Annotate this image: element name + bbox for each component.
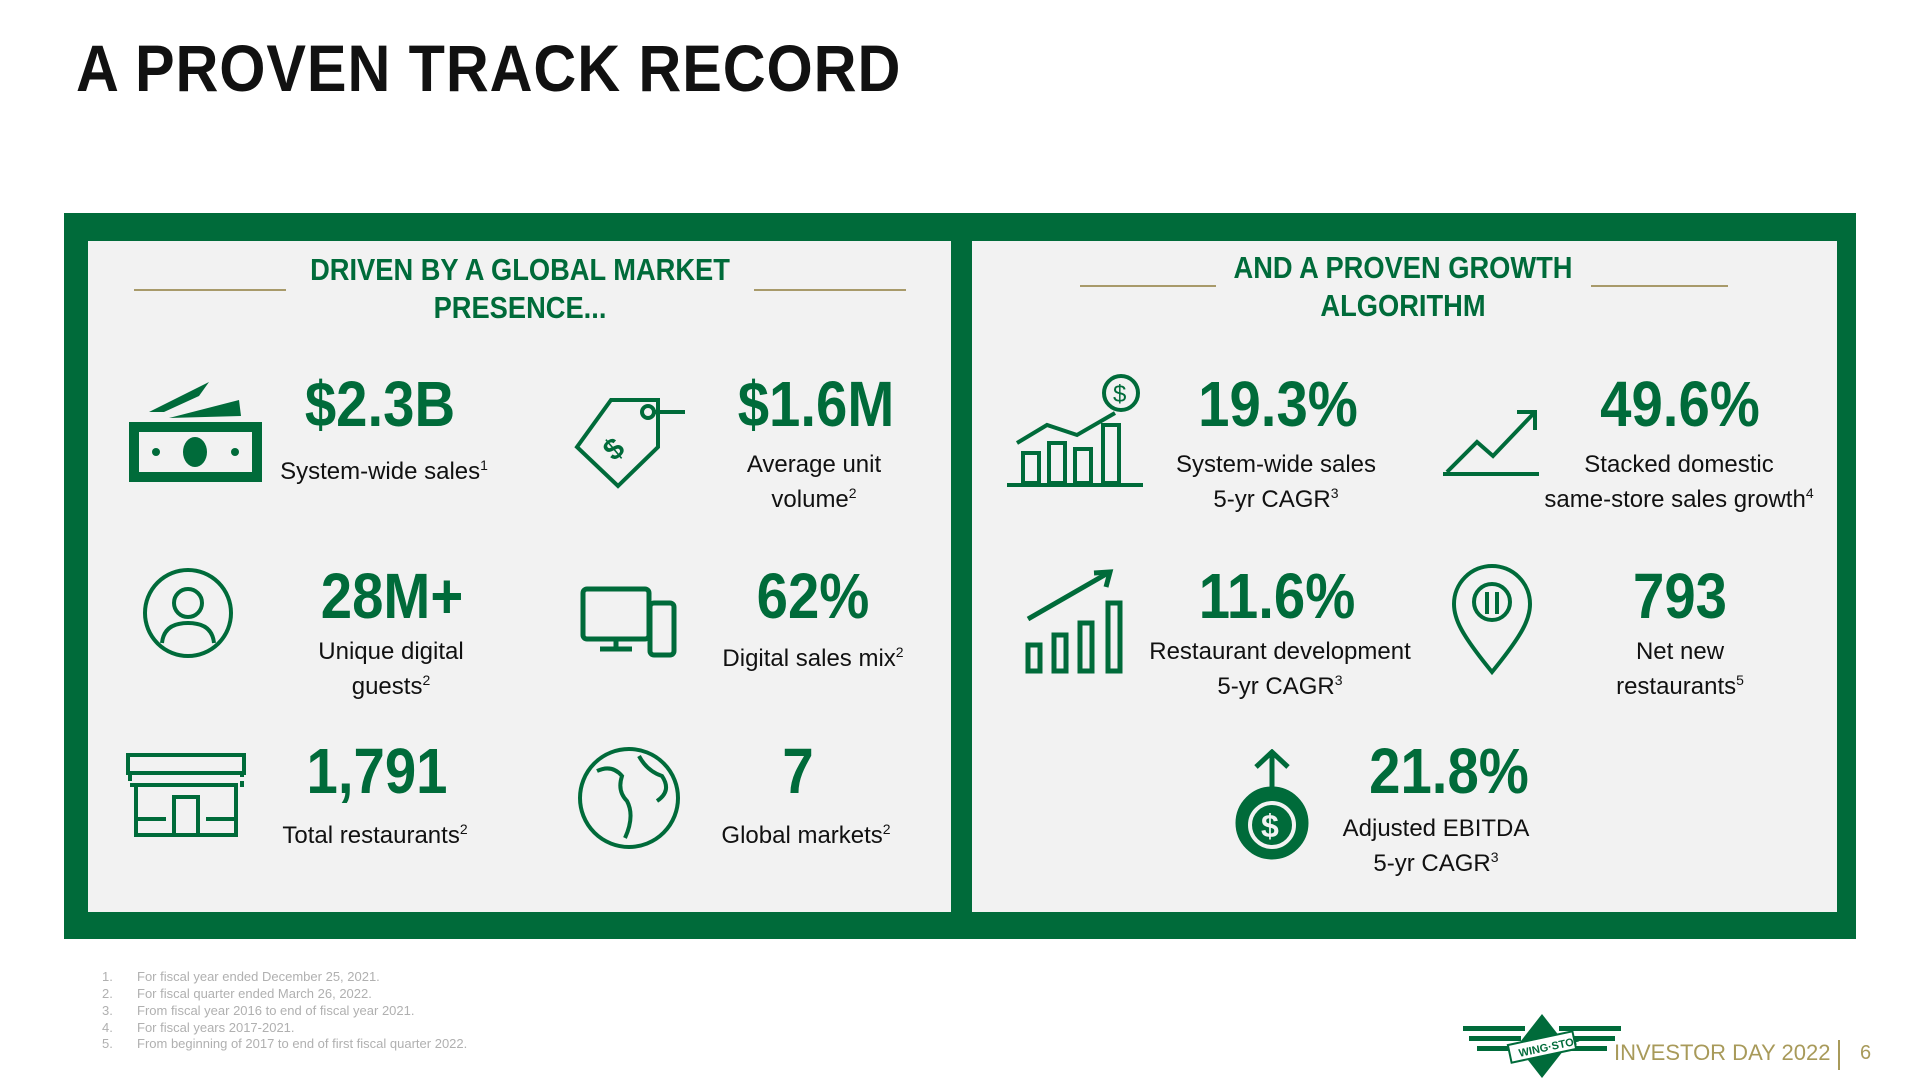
heading-line: PRESENCE... (433, 290, 607, 325)
right-panel (972, 241, 1837, 912)
left-heading: DRIVEN BY A GLOBAL MARKET PRESENCE... (310, 251, 730, 327)
stat-value: 7 (782, 735, 814, 807)
price-tag-icon: $ (574, 398, 685, 489)
stat-value: 21.8% (1369, 735, 1529, 807)
footnote: 4. For fiscal years 2017-2021. (102, 1020, 295, 1035)
money-icon (129, 382, 262, 482)
footnote: 2. For fiscal quarter ended March 26, 202… (102, 986, 372, 1001)
svg-text:$: $ (1261, 808, 1279, 844)
heading-line: ALGORITHM (1320, 288, 1486, 323)
page-number: 6 (1860, 1042, 1872, 1064)
heading-rule (1080, 285, 1216, 287)
stat-label: Unique digital guests2 (318, 638, 464, 700)
footer-divider (1838, 1040, 1840, 1070)
stat-label: Restaurant development 5-yr CAGR3 (1149, 638, 1411, 700)
wingstop-logo: WING·STOP (1463, 1014, 1621, 1078)
user-icon (143, 568, 233, 658)
heading-line: AND A PROVEN GROWTH (1233, 250, 1573, 285)
stat-label: Digital sales mix2 (722, 644, 904, 672)
bar-chart-icon (1025, 569, 1123, 674)
footnote: 5. From beginning of 2017 to end of first… (102, 1036, 468, 1051)
stat-value: 1,791 (306, 735, 448, 807)
stat-label: System-wide sales 5-yr CAGR3 (1175, 451, 1377, 513)
stat-value: 11.6% (1198, 560, 1356, 632)
stat-label: Adjusted EBITDA 5-yr CAGR3 (1342, 815, 1530, 877)
right-heading: AND A PROVEN GROWTH ALGORITHM (1234, 249, 1573, 325)
event-label: INVESTOR DAY 2022 (1614, 1040, 1831, 1065)
stat-label: Global markets2 (721, 821, 891, 849)
stat-value: 49.6% (1600, 368, 1760, 440)
heading-line: DRIVEN BY A GLOBAL MARKET (310, 252, 730, 287)
svg-text:$: $ (1113, 381, 1126, 408)
stat-value: 28M+ (320, 560, 464, 632)
money-bag-icon: $ (1235, 749, 1309, 860)
stat-value: 19.3% (1198, 368, 1358, 440)
footnote: 3. From fiscal year 2016 to end of fiscal… (102, 1003, 415, 1018)
stat-label: Average unit volume2 (746, 451, 882, 513)
trend-up-icon (1443, 410, 1539, 476)
stat-value: $2.3B (304, 368, 456, 440)
heading-rule (134, 289, 286, 291)
stat-label: Stacked domestic same-store sales growth4 (1544, 451, 1814, 513)
stat-label: Net new restaurants5 (1616, 638, 1744, 700)
stat-label: Total restaurants2 (282, 821, 468, 849)
stat-label: System-wide sales1 (280, 457, 488, 485)
svg-text:$: $ (597, 431, 631, 467)
stat-value: 62% (756, 560, 870, 632)
stat-value: 793 (1633, 560, 1727, 632)
location-pin-icon (1451, 564, 1533, 676)
heading-rule (1591, 285, 1728, 287)
left-panel (88, 241, 951, 912)
heading-rule (754, 289, 906, 291)
growth-chart-icon: $ (1007, 374, 1143, 487)
devices-icon (580, 586, 677, 658)
globe-icon (578, 747, 680, 849)
page-title: A PROVEN TRACK RECORD (76, 31, 902, 105)
store-icon (126, 753, 246, 837)
footnote: 1. For fiscal year ended December 25, 202… (102, 969, 380, 984)
stat-value: $1.6M (737, 368, 895, 440)
